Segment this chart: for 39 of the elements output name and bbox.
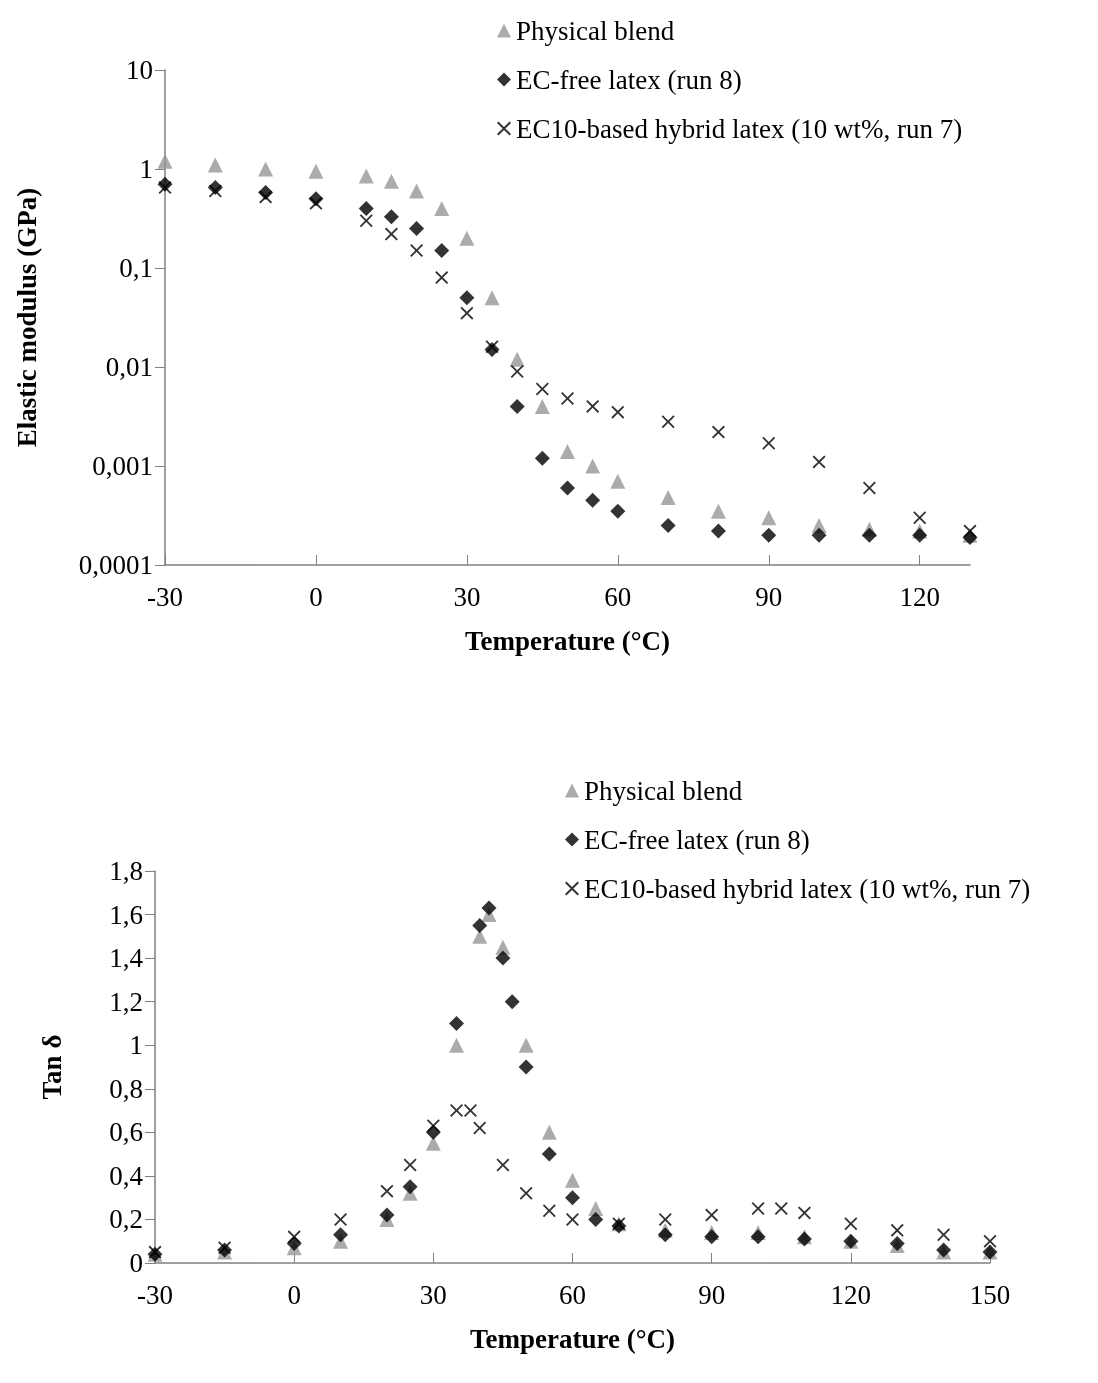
x-tick-label: 30 xyxy=(453,581,481,612)
x-tick-label: 120 xyxy=(899,581,940,612)
legend-label: EC10-based hybrid latex (10 wt%, run 7) xyxy=(516,113,963,144)
x-tick-label: 120 xyxy=(830,1279,872,1310)
x-tick-label: 60 xyxy=(604,581,632,612)
x-tick-label: 90 xyxy=(755,581,783,612)
y-tick-label: 0,4 xyxy=(109,1160,144,1191)
x-tick-label: -30 xyxy=(147,581,183,612)
y-tick-label: 0,8 xyxy=(109,1073,143,1104)
legend-label: EC10-based hybrid latex (10 wt%, run 7) xyxy=(584,873,1031,904)
y-tick-label: 0,2 xyxy=(109,1204,143,1235)
y-tick-label: 0,6 xyxy=(109,1117,143,1148)
y-axis-title: Elastic modulus (GPa) xyxy=(11,187,42,448)
x-tick-label: 60 xyxy=(559,1279,586,1310)
legend-label: EC-free latex (run 8) xyxy=(584,824,810,855)
x-tick-label: 150 xyxy=(969,1279,1011,1310)
x-tick-label: -30 xyxy=(137,1279,173,1310)
y-tick-label: 0,01 xyxy=(105,352,153,382)
legend-label: EC-free latex (run 8) xyxy=(516,64,742,95)
y-tick-label: 0,1 xyxy=(119,253,153,283)
x-tick-label: 0 xyxy=(309,581,323,612)
x-axis-title: Temperature (°C) xyxy=(464,625,671,656)
y-tick-label: 1,6 xyxy=(109,899,143,930)
x-tick-label: 90 xyxy=(698,1279,726,1310)
y-tick-label: 1,2 xyxy=(109,986,143,1017)
y-tick-label: 0 xyxy=(129,1248,143,1278)
y-tick-label: 1 xyxy=(129,1030,143,1061)
y-tick-label: 1 xyxy=(139,154,153,184)
y-tick-label: 10 xyxy=(126,55,153,85)
y-axis-title: Tan δ xyxy=(36,1034,67,1100)
x-tick-label: 30 xyxy=(419,1279,447,1310)
y-tick-label: 0,0001 xyxy=(78,550,153,580)
legend-label: Physical blend xyxy=(584,775,743,806)
x-axis-title: Temperature (°C) xyxy=(469,1323,676,1354)
x-tick-label: 0 xyxy=(287,1279,301,1310)
legend-label: Physical blend xyxy=(516,15,675,46)
y-tick-label: 0,001 xyxy=(92,451,153,481)
y-tick-label: 1,4 xyxy=(109,943,144,974)
y-tick-label: 1,8 xyxy=(109,856,143,886)
